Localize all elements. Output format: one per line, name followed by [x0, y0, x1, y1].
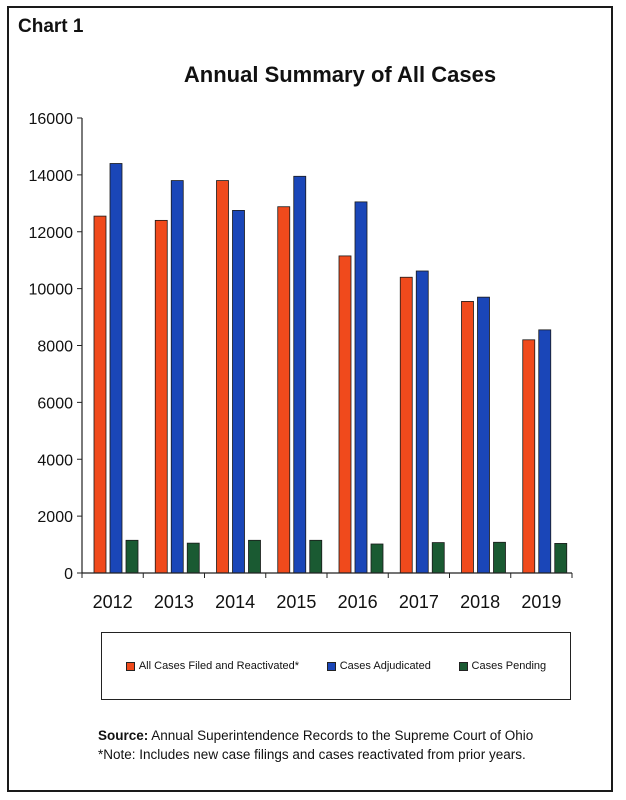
- bar-adjudicated-2012: [109, 163, 123, 574]
- bar-filed-2018: [461, 301, 474, 574]
- bar-filed-2012: [93, 215, 107, 574]
- bar-pending-2016: [370, 543, 384, 574]
- bar-filed-2016: [338, 255, 352, 574]
- bar-filed-2017: [399, 276, 413, 574]
- bar-adjudicated-2018: [477, 296, 490, 574]
- x-tick-label: 2016: [338, 592, 378, 612]
- bar-pending-2013: [186, 542, 200, 574]
- x-tick-label: 2017: [399, 592, 439, 612]
- bar-pending-2018: [493, 541, 506, 574]
- y-tick-label: 6000: [37, 395, 73, 412]
- y-tick-label: 2000: [37, 509, 73, 526]
- bar-pending-2012: [125, 539, 139, 574]
- bar-adjudicated-2017: [415, 270, 429, 574]
- bar-filed-2019: [522, 339, 536, 574]
- source-line: Source: Annual Superintendence Records t…: [98, 726, 598, 745]
- bar-chart: Annual Summary of All Cases 0 2000 4000 600…: [29, 62, 573, 612]
- legend-swatch-pending: [458, 661, 468, 671]
- bar-adjudicated-2019: [538, 329, 552, 574]
- bar-filed-2014: [216, 180, 229, 574]
- bar-filed-2013: [154, 219, 168, 574]
- bar-adjudicated-2014: [232, 210, 245, 574]
- bar-pending-2015: [309, 539, 323, 574]
- legend-item-pending: Cases Pending: [458, 660, 547, 672]
- bar-pending-2017: [431, 542, 445, 574]
- legend-label-filed: All Cases Filed and Reactivated*: [138, 660, 300, 672]
- source-label: Source:: [98, 728, 149, 743]
- x-tick-label: 2015: [276, 592, 316, 612]
- y-tick-label: 16000: [29, 111, 74, 128]
- bar-adjudicated-2013: [170, 180, 184, 574]
- legend-label-adjudicated: Cases Adjudicated: [339, 660, 431, 672]
- chart-number-label: Chart 1: [18, 16, 84, 37]
- bar-filed-2015: [277, 206, 291, 574]
- legend-item-filed: All Cases Filed and Reactivated*: [125, 660, 300, 672]
- legend-swatch-adjudicated: [326, 661, 336, 671]
- source-text: Annual Superintendence Records to the Su…: [151, 728, 534, 743]
- y-tick-label: 10000: [29, 282, 74, 299]
- x-tick-label: 2019: [521, 592, 561, 612]
- x-tick-label: 2012: [93, 592, 133, 612]
- chart-title: Annual Summary of All Cases: [184, 62, 496, 87]
- y-tick-label: 12000: [29, 225, 74, 242]
- x-tick-label: 2013: [154, 592, 194, 612]
- bar-pending-2019: [554, 543, 568, 574]
- x-tick-label: 2018: [460, 592, 500, 612]
- legend-item-adjudicated: Cases Adjudicated: [326, 660, 431, 672]
- y-tick-label: 4000: [37, 452, 73, 469]
- y-tick-label: 8000: [37, 339, 73, 356]
- legend: All Cases Filed and Reactivated* Cases A…: [101, 632, 571, 700]
- chart-footer: Source: Annual Superintendence Records t…: [98, 726, 598, 764]
- x-tick-label: 2014: [215, 592, 255, 612]
- bar-adjudicated-2016: [354, 201, 368, 574]
- bar-adjudicated-2015: [293, 175, 307, 574]
- bar-pending-2014: [248, 539, 261, 574]
- footnote: *Note: Includes new case filings and cas…: [98, 747, 526, 762]
- legend-label-pending: Cases Pending: [471, 660, 547, 672]
- y-tick-label: 14000: [29, 168, 74, 185]
- legend-swatch-filed: [125, 661, 135, 671]
- y-tick-label: 0: [64, 566, 73, 583]
- chart-frame: [7, 6, 613, 792]
